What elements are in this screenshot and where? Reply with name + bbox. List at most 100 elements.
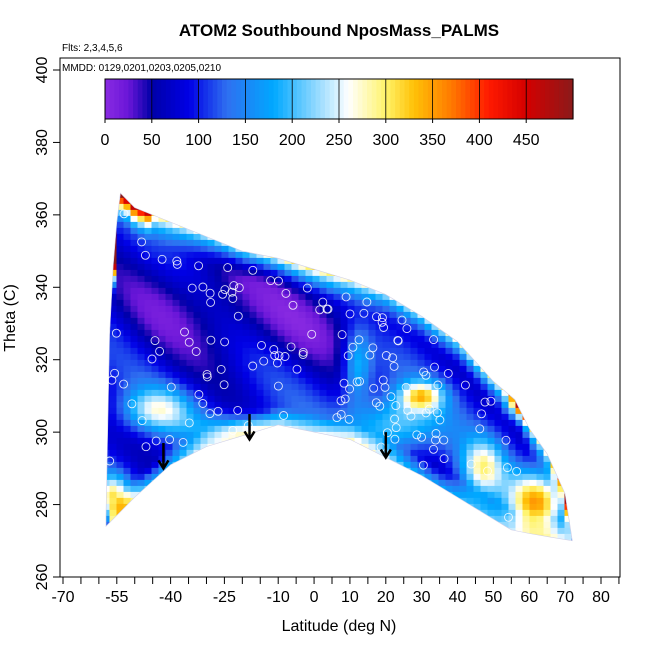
y-tick-label: 300 xyxy=(34,419,51,446)
heatmap-cell xyxy=(431,383,439,391)
heatmap-cell xyxy=(389,311,397,319)
heatmap-cell xyxy=(543,479,551,487)
colorbar-segment xyxy=(343,79,349,119)
heatmap-cell xyxy=(106,479,110,487)
heatmap-cell xyxy=(256,353,264,361)
heatmap-cell xyxy=(144,419,152,427)
heatmap-cell xyxy=(410,389,418,397)
heatmap-cell xyxy=(459,347,467,355)
heatmap-cell xyxy=(130,347,138,355)
sample-point xyxy=(390,434,400,444)
heatmap-cell xyxy=(214,431,222,439)
heatmap-cell xyxy=(333,341,341,349)
heatmap-cell xyxy=(235,293,243,301)
heatmap-cell xyxy=(403,311,411,319)
heatmap-cell xyxy=(417,449,425,457)
heatmap-cell xyxy=(179,281,187,289)
heatmap-cell xyxy=(284,263,292,271)
heatmap-cell xyxy=(214,371,222,379)
heatmap-cell xyxy=(235,263,243,271)
heatmap-cell xyxy=(508,521,516,529)
heatmap-cell xyxy=(277,377,285,385)
colorbar-segment xyxy=(198,79,204,119)
heatmap-cell xyxy=(179,419,187,427)
heatmap-cell xyxy=(106,461,110,469)
sample-point xyxy=(184,337,194,347)
heatmap-cell xyxy=(137,299,145,307)
sample-point xyxy=(480,397,490,407)
heatmap-cell xyxy=(277,281,285,289)
heatmap-cell xyxy=(375,347,383,355)
heatmap-cell xyxy=(291,341,299,349)
heatmap-cell xyxy=(473,401,481,409)
heatmap-cell xyxy=(291,269,299,277)
heatmap-cell xyxy=(242,365,250,373)
heatmap-cell xyxy=(305,323,313,331)
heatmap-cell xyxy=(284,329,292,337)
heatmap-cell xyxy=(305,425,313,433)
heatmap-cell xyxy=(508,395,516,403)
heatmap-cell xyxy=(186,233,194,241)
heatmap-cell xyxy=(368,299,376,307)
heatmap-cell xyxy=(480,467,488,475)
sample-point xyxy=(391,423,401,433)
heatmap-cell xyxy=(179,305,187,313)
heatmap-cell xyxy=(130,269,138,277)
heatmap-cell xyxy=(410,347,418,355)
heatmap-cell xyxy=(137,335,145,343)
colorbar-segment xyxy=(526,79,532,119)
heatmap-cell xyxy=(319,353,327,361)
heatmap-cell xyxy=(298,353,306,361)
heatmap-cell xyxy=(305,311,313,319)
heatmap-cell xyxy=(312,269,320,277)
heatmap-cell xyxy=(165,311,173,319)
heatmap-cell xyxy=(144,227,152,235)
heatmap-cell xyxy=(298,425,306,433)
heatmap-cell xyxy=(116,395,124,403)
heatmap-cell xyxy=(151,419,159,427)
x-tick-label: -70 xyxy=(51,589,74,606)
sample-point xyxy=(359,308,369,318)
heatmap-cell xyxy=(109,311,117,319)
heatmap-cell xyxy=(186,401,194,409)
heatmap-cell xyxy=(536,527,544,535)
heatmap-cell xyxy=(473,497,481,505)
heatmap-cell xyxy=(270,365,278,373)
heatmap-cell xyxy=(305,275,313,283)
colorbar-segment xyxy=(179,79,186,119)
heatmap-cell xyxy=(445,371,453,379)
heatmap-cell xyxy=(277,317,285,325)
heatmap-cell xyxy=(116,365,124,373)
heatmap-cell xyxy=(123,257,131,265)
heatmap-cell xyxy=(452,485,460,493)
heatmap-cell xyxy=(291,395,299,403)
heatmap-cell xyxy=(501,425,509,433)
heatmap-cell xyxy=(340,341,348,349)
heatmap-cell xyxy=(172,233,180,241)
heatmap-cell xyxy=(179,407,187,415)
heatmap-cell xyxy=(123,197,131,205)
heatmap-cell xyxy=(200,377,208,385)
heatmap-cell xyxy=(144,293,152,301)
heatmap-cell xyxy=(466,377,474,385)
heatmap-cell xyxy=(200,293,208,301)
heatmap-cell xyxy=(242,251,250,259)
heatmap-cell xyxy=(151,317,159,325)
heatmap-cell xyxy=(403,419,411,427)
sample-point xyxy=(198,399,208,408)
heatmap-cell xyxy=(382,359,390,367)
heatmap-cell xyxy=(361,365,369,373)
heatmap-cell xyxy=(508,449,516,457)
heatmap-cell xyxy=(452,449,460,457)
heatmap-cell xyxy=(242,305,250,313)
heatmap-cell xyxy=(123,323,131,331)
heatmap-cell xyxy=(354,323,362,331)
heatmap-cell xyxy=(193,239,201,247)
heatmap-cell xyxy=(179,299,187,307)
heatmap-cell xyxy=(270,299,278,307)
heatmap-cell xyxy=(417,461,425,469)
heatmap-cell xyxy=(186,371,194,379)
heatmap-cell xyxy=(242,335,250,343)
heatmap-cell xyxy=(158,323,166,331)
sample-point xyxy=(386,392,396,402)
